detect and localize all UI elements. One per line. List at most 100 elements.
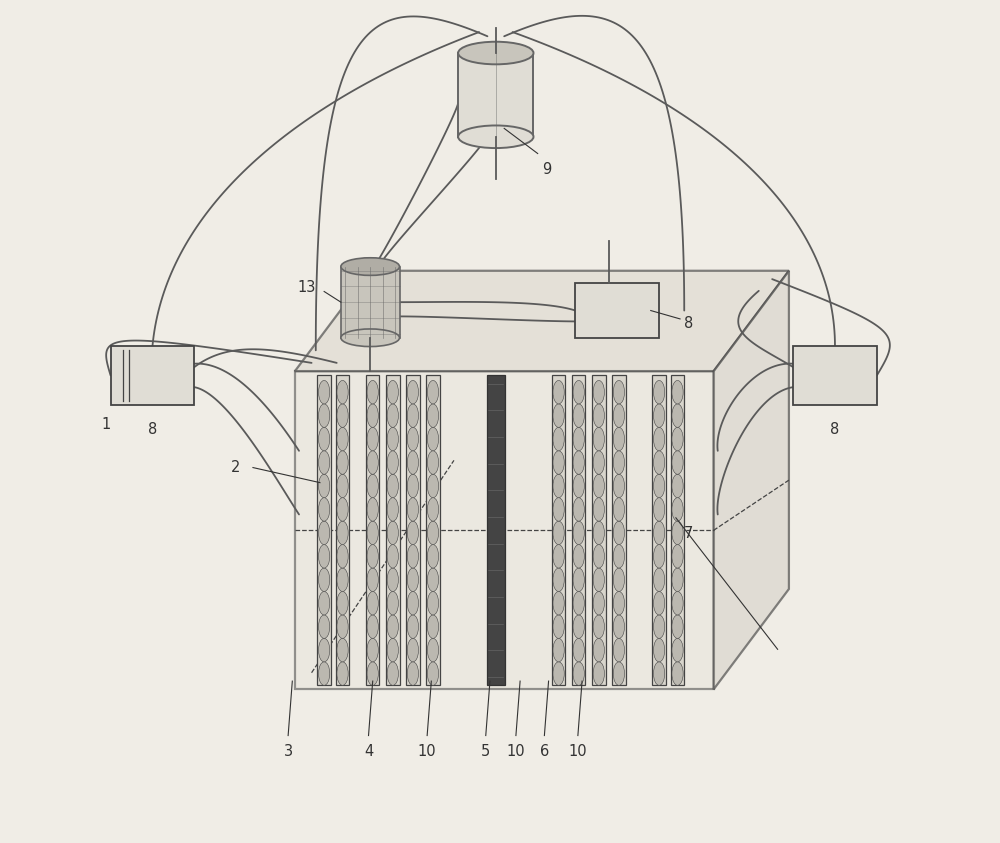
Text: 10: 10 [418, 744, 436, 759]
Ellipse shape [337, 521, 348, 545]
Ellipse shape [367, 592, 378, 615]
Ellipse shape [613, 521, 625, 545]
Ellipse shape [367, 662, 378, 685]
Ellipse shape [553, 568, 564, 592]
Bar [317, 375, 331, 685]
Ellipse shape [387, 427, 398, 451]
Ellipse shape [672, 451, 683, 475]
Ellipse shape [337, 592, 348, 615]
Ellipse shape [337, 638, 348, 662]
Ellipse shape [337, 475, 348, 497]
Ellipse shape [319, 638, 330, 662]
Ellipse shape [653, 380, 665, 404]
Ellipse shape [593, 545, 604, 568]
Ellipse shape [319, 475, 330, 497]
Ellipse shape [319, 615, 330, 638]
Ellipse shape [653, 427, 665, 451]
Ellipse shape [613, 427, 625, 451]
Ellipse shape [573, 380, 584, 404]
Bar [111, 346, 194, 405]
Ellipse shape [593, 451, 604, 475]
Ellipse shape [613, 545, 625, 568]
Ellipse shape [573, 521, 584, 545]
Ellipse shape [319, 568, 330, 592]
Ellipse shape [573, 427, 584, 451]
Ellipse shape [593, 592, 604, 615]
Ellipse shape [593, 475, 604, 497]
Ellipse shape [407, 638, 419, 662]
Text: 8: 8 [684, 315, 693, 330]
Ellipse shape [573, 568, 584, 592]
Ellipse shape [319, 380, 330, 404]
Ellipse shape [613, 475, 625, 497]
Ellipse shape [553, 638, 564, 662]
Text: 10: 10 [569, 744, 587, 759]
Ellipse shape [407, 427, 419, 451]
Ellipse shape [427, 662, 439, 685]
Ellipse shape [337, 545, 348, 568]
Ellipse shape [573, 475, 584, 497]
Ellipse shape [427, 592, 439, 615]
Ellipse shape [367, 638, 378, 662]
Ellipse shape [653, 545, 665, 568]
Ellipse shape [427, 638, 439, 662]
Ellipse shape [613, 615, 625, 638]
Ellipse shape [319, 451, 330, 475]
Ellipse shape [653, 404, 665, 427]
Text: 1: 1 [102, 417, 111, 432]
Ellipse shape [387, 568, 398, 592]
Ellipse shape [553, 475, 564, 497]
Ellipse shape [553, 521, 564, 545]
Ellipse shape [672, 521, 683, 545]
Ellipse shape [672, 662, 683, 685]
Ellipse shape [337, 497, 348, 521]
Ellipse shape [653, 615, 665, 638]
Ellipse shape [613, 380, 625, 404]
Text: 3: 3 [284, 744, 293, 759]
Ellipse shape [672, 545, 683, 568]
Ellipse shape [573, 638, 584, 662]
Ellipse shape [672, 638, 683, 662]
Ellipse shape [387, 475, 398, 497]
Ellipse shape [387, 404, 398, 427]
Ellipse shape [553, 545, 564, 568]
Ellipse shape [672, 592, 683, 615]
Ellipse shape [367, 451, 378, 475]
Ellipse shape [613, 592, 625, 615]
Ellipse shape [653, 451, 665, 475]
Ellipse shape [593, 615, 604, 638]
Ellipse shape [573, 497, 584, 521]
Ellipse shape [573, 592, 584, 615]
Ellipse shape [427, 521, 439, 545]
Ellipse shape [319, 427, 330, 451]
Ellipse shape [653, 497, 665, 521]
Ellipse shape [427, 545, 439, 568]
Ellipse shape [341, 258, 400, 276]
Ellipse shape [653, 638, 665, 662]
Polygon shape [295, 271, 789, 371]
Ellipse shape [672, 380, 683, 404]
Ellipse shape [407, 662, 419, 685]
Bar [336, 375, 349, 685]
Ellipse shape [427, 427, 439, 451]
Ellipse shape [553, 615, 564, 638]
Ellipse shape [387, 615, 398, 638]
Polygon shape [341, 266, 400, 338]
Bar [406, 375, 420, 685]
Ellipse shape [613, 451, 625, 475]
Bar [487, 375, 505, 685]
Text: 8: 8 [148, 422, 157, 437]
Ellipse shape [573, 662, 584, 685]
Ellipse shape [387, 545, 398, 568]
Ellipse shape [367, 404, 378, 427]
Ellipse shape [427, 404, 439, 427]
Bar [592, 375, 606, 685]
Bar [366, 375, 379, 685]
Ellipse shape [337, 427, 348, 451]
Text: 6: 6 [540, 744, 549, 759]
Ellipse shape [337, 404, 348, 427]
Ellipse shape [337, 451, 348, 475]
Ellipse shape [653, 521, 665, 545]
Ellipse shape [593, 380, 604, 404]
Ellipse shape [387, 497, 398, 521]
